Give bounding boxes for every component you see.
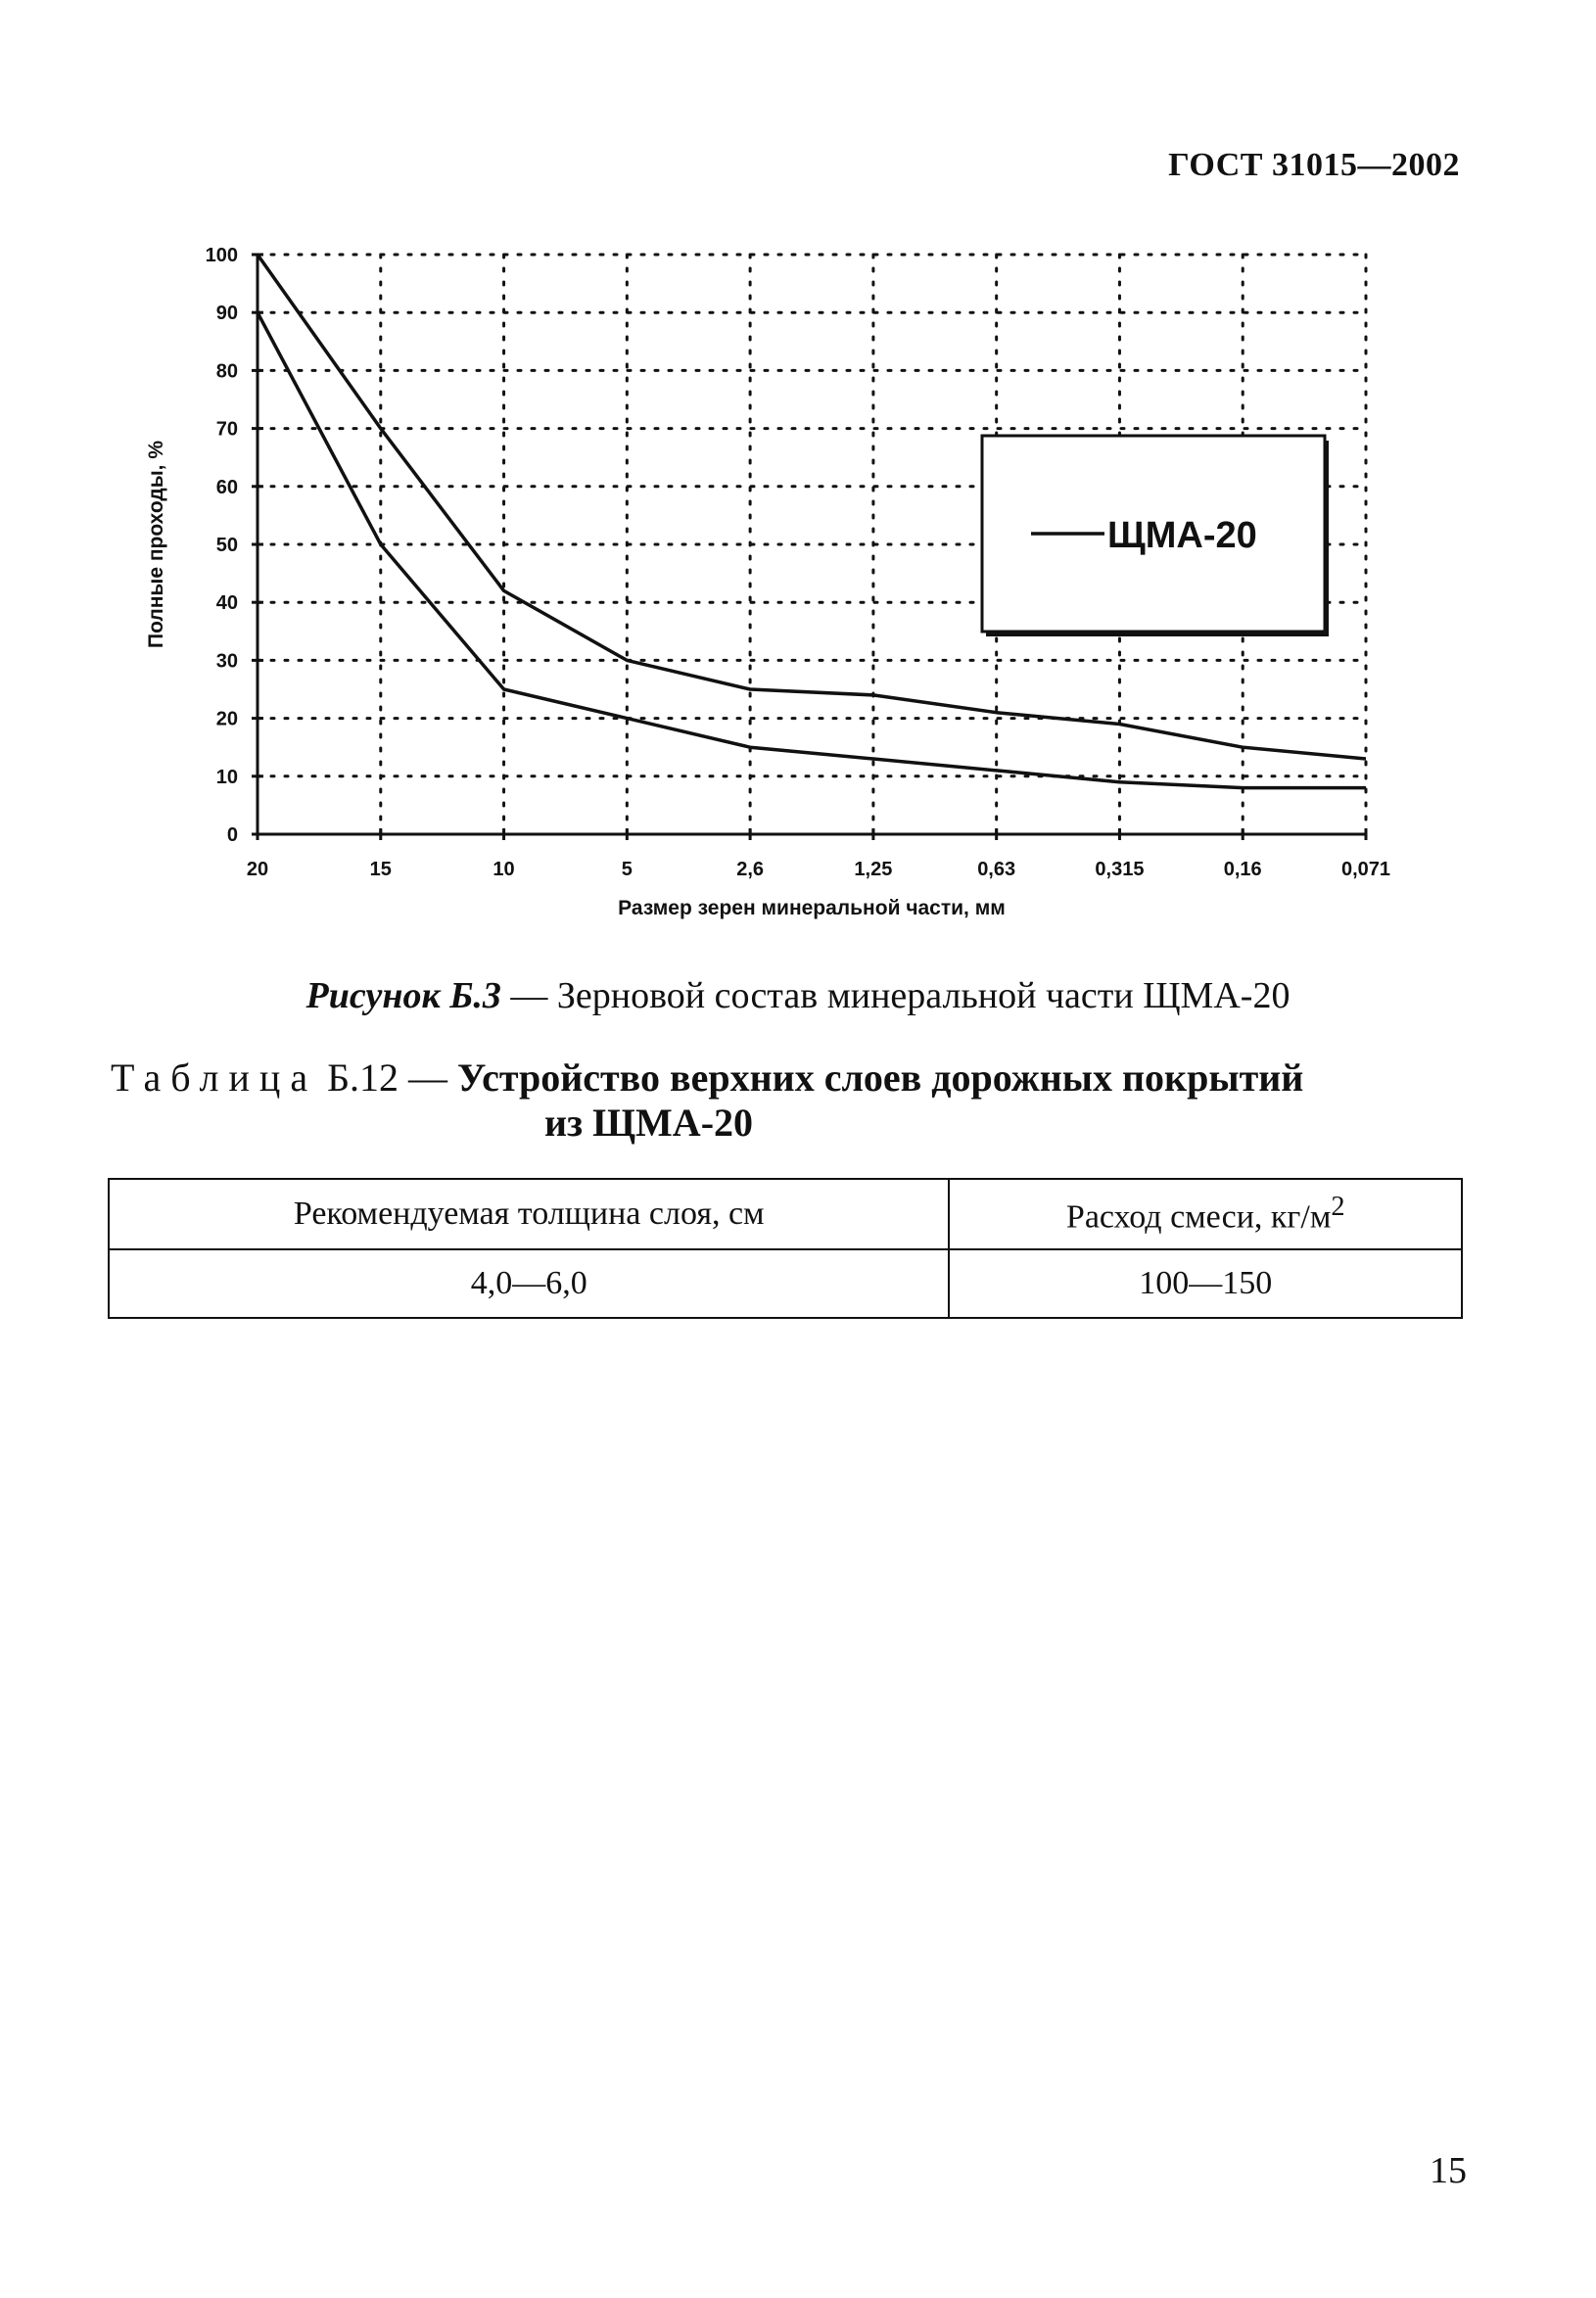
x-tick-label: 1,25 [854,859,892,880]
document-code: ГОСТ 31015—2002 [1168,147,1460,183]
x-tick-label: 10 [493,859,514,880]
x-tick-label: 15 [370,859,392,880]
y-tick-label: 60 [216,477,238,498]
y-tick-label: 0 [227,824,238,846]
x-tick-label: 5 [622,859,633,880]
y-tick-label: 10 [216,767,238,788]
x-axis-title: Размер зерен минеральной части, мм [618,897,1006,919]
header-consumption-text: Расход смеси, кг/м [1065,1198,1332,1236]
x-tick-label: 0,16 [1224,859,1262,880]
y-tick-label: 50 [216,535,238,556]
x-tick-label: 0,071 [1341,859,1390,880]
chart-axes [252,253,1368,840]
series-line-upper [256,253,1367,761]
y-tick-label: 40 [216,592,238,614]
series-line-lower [256,311,1366,790]
table-title-line2: из ЩМА-20 [544,1101,754,1145]
legend-label: ЩМА-20 [1107,515,1257,556]
x-tick-label: 0,315 [1095,859,1144,880]
table-header-row: Рекомендуемая толщина слоя, см Расход см… [107,1178,1463,1250]
y-tick-label: 90 [216,303,238,324]
y-tick-label: 80 [216,360,238,382]
table-title-line1: Устройство верхних слоев дорожных покрыт… [457,1055,1304,1100]
y-tick-label: 100 [206,245,238,266]
grain-composition-chart: 0 10 20 30 40 50 60 70 80 90 100 20 15 10 5 2,6 1,25 0,63… [127,230,1439,945]
figure-caption: Рисунок Б.3 — Зерновой состав минерально… [0,974,1596,1017]
chart-labels: 0 10 20 30 40 50 60 70 80 90 100 20 15 10 5 2,6 1,25 0,63… [145,245,1390,919]
y-tick-label: 30 [216,650,238,672]
page-number: 15 [1430,2150,1467,2191]
header-consumption-exponent: 2 [1331,1192,1345,1223]
table-title-number: Б.12 — [317,1055,458,1100]
y-tick-label: 70 [216,419,238,441]
chart-series [256,253,1367,790]
y-axis-title: Полные проходы, % [145,441,167,648]
chart-svg: 0 10 20 30 40 50 60 70 80 90 100 20 15 10 5 2,6 1,25 0,63… [145,245,1390,919]
figure-caption-number: Рисунок Б.3 [305,975,501,1016]
table-title-prefix: Таблица [111,1055,318,1100]
figure-caption-dash: — [500,975,557,1016]
chart-legend: ЩМА-20 [980,434,1329,636]
layer-table: Рекомендуемая толщина слоя, см Расход см… [107,1178,1463,1319]
figure-caption-text: Зерновой состав минеральной части ЩМА-20 [556,975,1291,1016]
header-thickness: Рекомендуемая толщина слоя, см [107,1178,951,1250]
header-consumption: Расход смеси, кг/м2 [948,1178,1463,1250]
x-tick-label: 0,63 [977,859,1015,880]
table-row: 4,0—6,0 100—150 [107,1248,1463,1319]
x-tick-label: 2,6 [736,859,764,880]
y-tick-label: 20 [216,709,238,730]
cell-thickness: 4,0—6,0 [107,1248,951,1319]
cell-consumption: 100—150 [948,1248,1463,1319]
table-title: Таблица Б.12 — Устройство верхних слоев … [111,1055,1462,1146]
x-tick-label: 20 [247,859,268,880]
